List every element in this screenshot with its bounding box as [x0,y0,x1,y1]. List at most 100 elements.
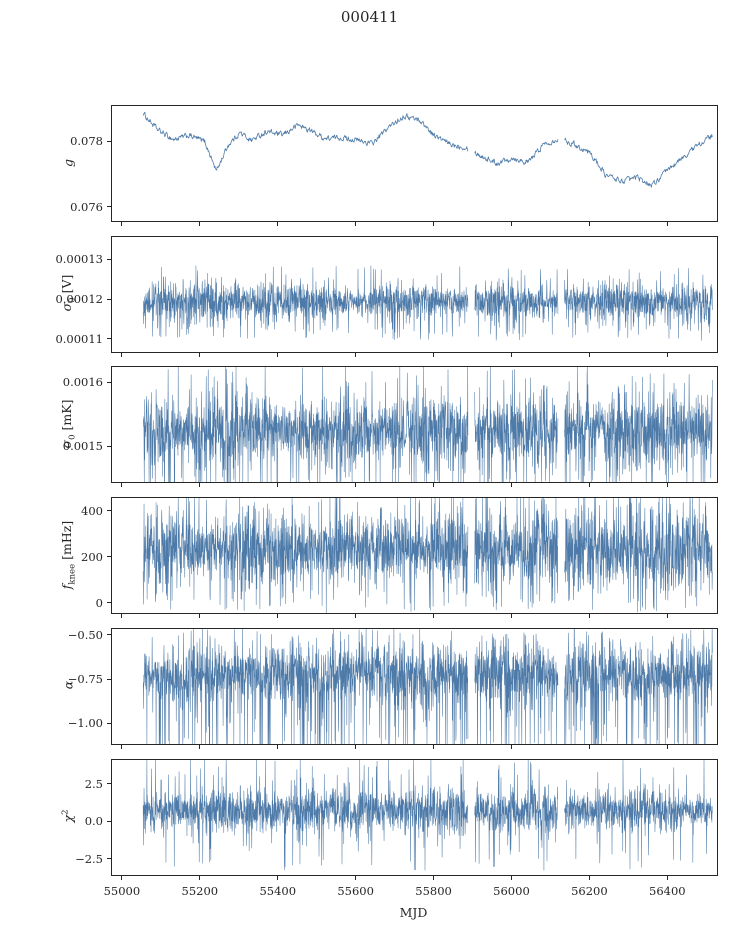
panel-chi2 [111,758,718,876]
x-tick-mark [355,744,357,749]
y-tick-mark [107,381,111,383]
x-tick-label: 56200 [571,883,608,898]
y-tick-mark [107,298,111,300]
series-canvas-sigma0_V [112,236,717,352]
x-tick-mark [666,352,668,357]
y-tick-mark [107,783,111,785]
x-tick-mark [433,744,435,749]
x-tick-label: 55400 [259,883,297,898]
x-tick-mark [510,352,512,357]
x-tick-mark [666,875,668,880]
y-axis-label-main: f [58,584,74,589]
x-tick-mark [355,352,357,357]
y-tick-label: 0.0 [84,814,103,829]
panel-sigma0_V [111,235,718,353]
x-tick-mark [121,744,123,749]
y-tick-mark [107,634,111,636]
x-tick-mark [121,222,123,226]
y-tick-mark [107,338,111,340]
y-tick-mark [107,258,111,260]
x-tick-mark [199,483,201,488]
y-tick-label: 0.00011 [55,331,103,346]
x-tick-mark [277,352,279,357]
y-tick-label: −2.5 [75,851,103,866]
series-canvas-alpha [112,628,717,744]
x-tick-mark [588,483,590,488]
x-tick-mark [121,614,123,619]
x-tick-mark [277,614,279,619]
x-tick-mark [121,483,123,488]
x-tick-label: 56400 [649,883,686,898]
y-tick-label: 0.076 [70,199,103,214]
y-tick-mark [107,445,111,447]
x-tick-mark [355,483,357,488]
y-tick-mark [107,858,111,860]
x-tick-label: 55800 [415,883,452,898]
x-tick-mark [199,875,201,880]
x-tick-mark [666,222,668,226]
y-axis-label-unit: [mK] [58,399,74,435]
y-tick-label: −0.75 [67,672,103,687]
x-tick-mark [588,352,590,357]
y-tick-mark [107,510,111,512]
y-tick-mark [107,820,111,822]
x-tick-mark [588,875,590,880]
x-tick-mark [355,614,357,619]
x-tick-mark [510,614,512,619]
x-tick-mark [666,483,668,488]
x-tick-mark [355,875,357,880]
x-tick-mark [510,744,512,749]
x-tick-mark [433,352,435,357]
y-axis-label-sub: knee [67,563,78,585]
y-axis-label-main: g [60,158,76,167]
x-tick-label: 55600 [337,883,374,898]
x-tick-mark [510,483,512,488]
x-tick-mark [121,352,123,357]
x-tick-mark [199,744,201,749]
x-tick-mark [277,744,279,749]
y-tick-label: 0.0015 [62,439,103,454]
y-tick-mark [107,678,111,680]
y-tick-label: −1.00 [67,716,103,731]
y-tick-mark [107,140,111,142]
panel-fknee [111,497,718,615]
panel-sigma0_mK [111,366,718,484]
x-tick-label: 55200 [181,883,219,898]
panel-g [111,105,718,222]
x-tick-mark [433,483,435,488]
x-axis-label: MJD [399,905,428,920]
x-tick-label: 56000 [493,883,530,898]
x-tick-mark [666,614,668,619]
x-tick-mark [510,875,512,880]
y-tick-label: 0.0016 [62,375,103,390]
y-tick-label: 0 [95,595,103,610]
y-tick-label: 0.00013 [55,252,103,267]
y-tick-label: −0.50 [67,627,103,642]
x-tick-mark [588,222,590,226]
x-tick-mark [433,875,435,880]
y-axis-label-g: g [61,158,76,166]
y-tick-mark [107,556,111,558]
x-tick-mark [666,744,668,749]
figure-title: 000411 [340,8,399,26]
panel-alpha [111,627,718,745]
y-tick-label: 2.5 [84,776,103,791]
y-tick-label: 0.00012 [55,292,103,307]
series-canvas-g [112,106,717,221]
x-tick-mark [588,744,590,749]
series-canvas-chi2 [112,759,717,875]
x-tick-mark [433,222,435,226]
y-tick-label: 400 [81,503,103,518]
x-tick-mark [277,875,279,880]
x-tick-mark [199,222,201,226]
y-tick-mark [107,206,111,208]
y-tick-label: 200 [81,549,103,564]
y-tick-mark [107,722,111,724]
x-tick-mark [121,875,123,880]
x-tick-mark [199,614,201,619]
x-tick-mark [199,352,201,357]
x-tick-mark [277,222,279,226]
x-tick-mark [433,614,435,619]
